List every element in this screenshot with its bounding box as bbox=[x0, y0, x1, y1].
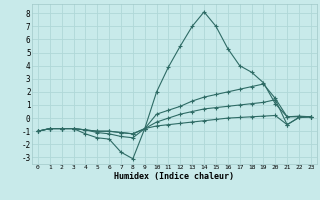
X-axis label: Humidex (Indice chaleur): Humidex (Indice chaleur) bbox=[115, 172, 234, 181]
